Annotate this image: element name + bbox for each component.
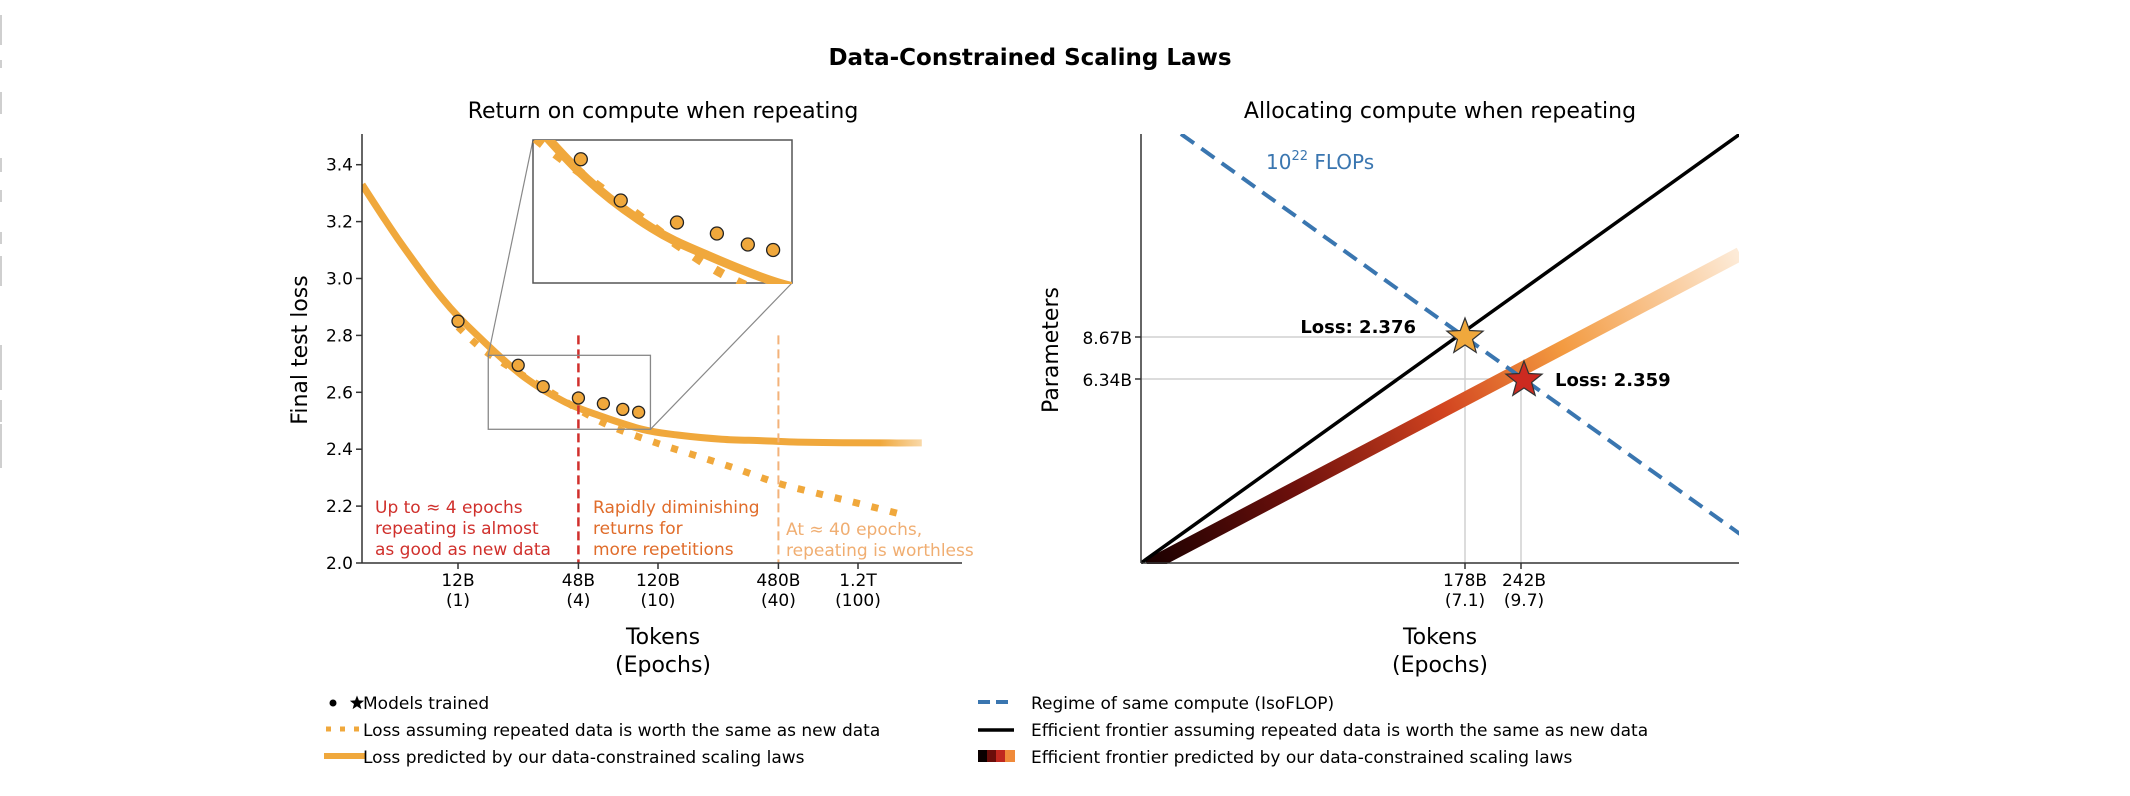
model-point <box>616 402 630 417</box>
star-label-naive: Loss: 2.376 <box>1300 317 1416 338</box>
region-annotation: Rapidly diminishing returns for more repet… <box>593 498 760 560</box>
left-ytick-label: 2.2 <box>326 497 353 517</box>
left-xtick-sublabel: (1) <box>446 591 470 611</box>
model-point <box>571 391 586 405</box>
right-ytick-label: 6.34B <box>1082 371 1132 391</box>
inset-loss-predicted-line <box>543 140 792 284</box>
legend-gradient-icon <box>978 750 1015 762</box>
figure-title: Data-Constrained Scaling Laws <box>828 45 1231 71</box>
left-ytick-label: 3.4 <box>326 156 353 176</box>
frontier-predicted-line <box>1144 247 1739 564</box>
left-ytick-label: 3.0 <box>326 270 353 290</box>
edge-artifact <box>0 424 2 468</box>
right-ytick-label: 8.67B <box>1082 329 1132 349</box>
legend-dot-icon <box>329 699 337 707</box>
star-naive-optimum <box>1445 316 1485 354</box>
right-y-axis-label: Parameters <box>1039 287 1064 413</box>
legend-label: Efficient frontier predicted by our data… <box>1031 748 1573 768</box>
left-chart: Return on compute when repeating 2.0 2.2 2… <box>288 99 974 678</box>
loss-naive-dotted-line <box>455 324 904 518</box>
right-x-axis-label: Tokens <box>1402 625 1477 650</box>
inset-model-point <box>613 193 628 208</box>
left-xtick-sublabel: (10) <box>641 591 676 611</box>
right-chart: Allocating compute when repeating 1022 F… <box>1039 99 1739 678</box>
edge-artifact <box>0 256 2 286</box>
right-xtick-sublabel: (7.1) <box>1445 591 1485 611</box>
inset-model-point <box>740 237 755 252</box>
region-annotation: Up to ≈ 4 epochs repeating is almost as go… <box>375 498 551 560</box>
left-x-axis-sublabel: (Epochs) <box>615 653 711 678</box>
model-point <box>451 314 465 328</box>
edge-artifact <box>0 400 2 422</box>
model-point <box>596 397 611 411</box>
left-xtick-sublabel: (4) <box>566 591 590 611</box>
legend-label: Efficient frontier assuming repeated dat… <box>1031 721 1648 741</box>
right-chart-title: Allocating compute when repeating <box>1244 99 1636 124</box>
left-xtick-label: 1.2T <box>839 571 877 591</box>
right-xtick-label: 178B <box>1443 571 1487 591</box>
edge-artifact <box>0 158 2 172</box>
inset-model-point <box>669 215 685 230</box>
left-ytick-label: 2.4 <box>326 440 353 460</box>
inset-model-point <box>709 226 725 241</box>
legend-label: Models trained <box>363 694 489 714</box>
left-xtick-label: 48B <box>562 571 595 591</box>
legend-label: Loss assuming repeated data is worth the… <box>363 721 880 741</box>
right-x-axis-sublabel: (Epochs) <box>1392 653 1488 678</box>
isoflop-label: 1022 FLOPs <box>1266 149 1374 174</box>
frontier-naive-line <box>1141 134 1739 564</box>
left-xtick-label: 480B <box>756 571 800 591</box>
zoom-region-box <box>487 354 652 430</box>
model-point <box>631 405 646 419</box>
isoflop-line <box>1179 134 1739 536</box>
inset-model-point <box>573 152 588 167</box>
left-xtick-label: 120B <box>636 571 680 591</box>
legend-star-icon <box>349 695 365 710</box>
legend: Models trained Loss assuming repeated da… <box>324 694 1648 768</box>
legend-label: Loss predicted by our data-constrained s… <box>363 748 805 768</box>
zoom-connector <box>650 282 793 430</box>
region-annotation: At ≈ 40 epochs, repeating is worthless <box>786 520 974 561</box>
model-point <box>536 379 550 394</box>
left-ytick-label: 3.2 <box>326 213 353 233</box>
legend-label: Regime of same compute (IsoFLOP) <box>1031 694 1334 714</box>
left-x-axis-label: Tokens <box>625 625 700 650</box>
left-y-axis-label: Final test loss <box>288 275 313 424</box>
edge-artifact <box>0 232 2 244</box>
edge-artifact <box>0 190 2 202</box>
left-ytick-label: 2.0 <box>326 554 353 574</box>
star-predicted-optimum <box>1504 359 1544 397</box>
left-ytick-label: 2.8 <box>326 326 353 346</box>
edge-artifact <box>0 15 2 45</box>
left-xtick-sublabel: (40) <box>761 591 796 611</box>
inset-model-point <box>765 242 781 258</box>
star-label-predicted: Loss: 2.359 <box>1555 370 1671 391</box>
edge-artifact <box>0 92 2 114</box>
model-point <box>511 358 525 372</box>
left-xtick-sublabel: (100) <box>835 591 881 611</box>
left-xtick-label: 12B <box>441 571 474 591</box>
left-chart-title: Return on compute when repeating <box>468 99 859 124</box>
edge-artifact <box>0 345 2 390</box>
left-ytick-label: 2.6 <box>326 383 353 403</box>
right-xtick-sublabel: (9.7) <box>1504 591 1544 611</box>
right-xtick-label: 242B <box>1502 571 1546 591</box>
zoom-connector <box>487 139 534 356</box>
edge-artifact <box>0 60 2 68</box>
